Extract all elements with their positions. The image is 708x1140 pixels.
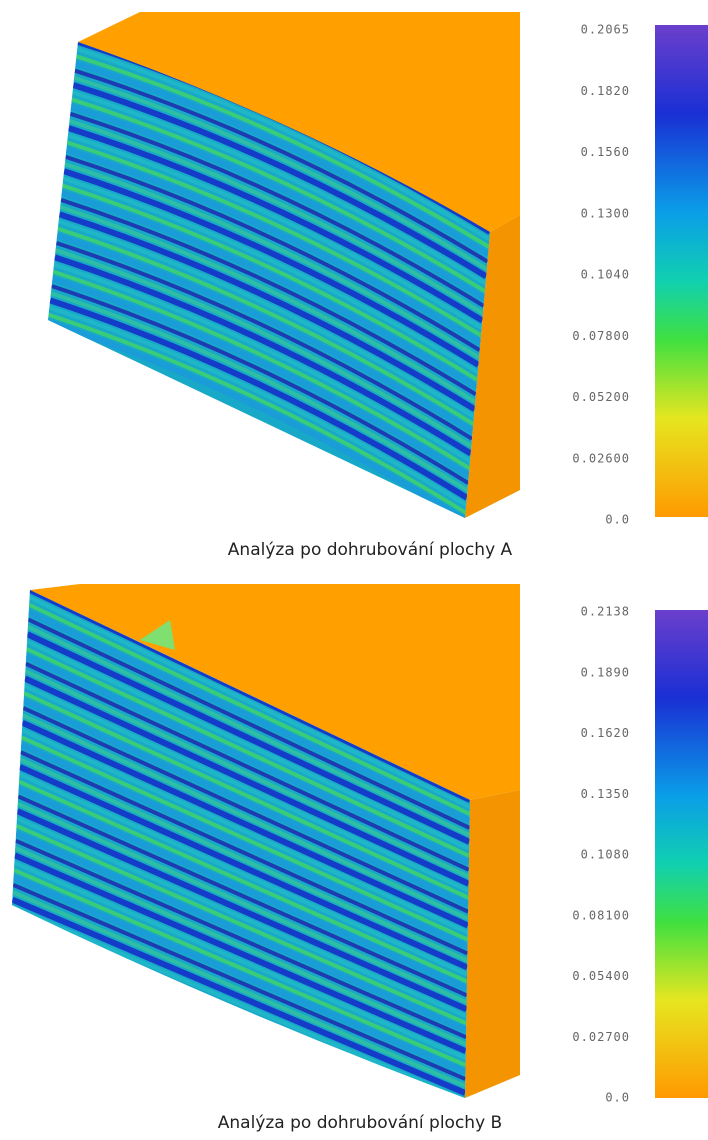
scale-label: 0.02600 xyxy=(572,451,630,465)
color-bar xyxy=(655,25,708,517)
scale-label: 0.02700 xyxy=(572,1030,630,1044)
caption: Analýza po dohrubování plochy B xyxy=(218,1113,502,1133)
scale-label: 0.1820 xyxy=(581,84,630,98)
figure: Analýza po dohrubování plochy A Analýza … xyxy=(0,0,708,1140)
scale-label: 0.05400 xyxy=(572,969,630,983)
side-face xyxy=(465,790,520,1098)
scale-label: 0.07800 xyxy=(572,329,630,343)
scale-label: 0.1040 xyxy=(581,268,630,282)
scale-label: 0.05200 xyxy=(572,390,630,404)
scale-label: 0.0 xyxy=(605,1091,630,1105)
scale-label: 0.1300 xyxy=(581,206,630,220)
scale-label: 0.1620 xyxy=(581,726,630,740)
scale-label: 0.2065 xyxy=(581,23,630,37)
scale-label: 0.08100 xyxy=(572,908,630,922)
scale-label: 0.0 xyxy=(605,513,630,527)
scale-label: 0.1560 xyxy=(581,145,630,159)
scale-label: 0.1890 xyxy=(581,665,630,679)
scale-label: 0.1080 xyxy=(581,848,630,862)
color-bar xyxy=(655,610,708,1098)
caption: Analýza po dohrubování plochy A xyxy=(228,540,513,560)
scale-label: 0.2138 xyxy=(581,605,630,619)
scale-label: 0.1350 xyxy=(581,787,630,801)
